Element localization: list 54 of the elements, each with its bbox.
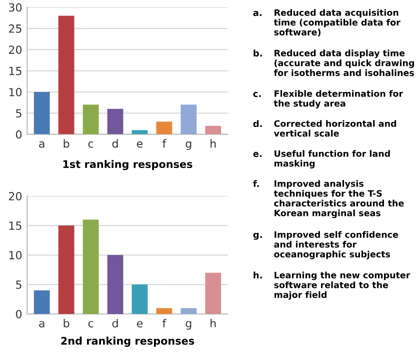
y-tick-label: 0 <box>16 310 22 318</box>
bar <box>180 308 197 314</box>
text: g. Improved self confidence and interests for oceanographic subjects <box>253 231 398 260</box>
y-tick-label: 25 <box>8 24 22 33</box>
bar <box>58 226 74 314</box>
y-tick-label: 10 <box>9 250 22 260</box>
bar <box>107 255 124 314</box>
x-tick-label: f <box>162 139 166 148</box>
x-tick-label: g <box>186 321 192 330</box>
text: h. Learning the new computer software related to the major field <box>254 272 410 300</box>
bar <box>82 220 99 314</box>
text: 2nd ranking responses <box>61 336 194 347</box>
x-tick-label: g <box>186 141 192 150</box>
y-tick-label: 5 <box>16 109 22 118</box>
x-tick-label: d <box>112 139 118 148</box>
text: a. Reduced data acquisition time (compatible data for software) <box>253 9 400 36</box>
bar <box>132 130 148 134</box>
text: 1st ranking responses <box>63 160 192 170</box>
text: f. Improved analysis techniques for the T-S characteristics around the Korean marginal seas <box>253 180 404 218</box>
y-tick-label: 10 <box>9 88 22 96</box>
text: c. Flexible determination for the study area <box>253 90 404 108</box>
x-tick-label: c <box>88 141 94 148</box>
y-tick-label: 15 <box>9 222 22 230</box>
bar <box>156 308 172 314</box>
y-tick-label: 0 <box>16 130 22 139</box>
x-tick-label: a <box>39 321 44 328</box>
bar <box>82 104 99 134</box>
bar <box>107 108 124 134</box>
y-tick-label: 20 <box>8 192 22 200</box>
text: e. Useful function for land masking <box>253 150 390 168</box>
y-tick-label: 5 <box>16 280 22 289</box>
x-tick-label: e <box>136 141 143 148</box>
y-tick-label: 30 <box>9 3 22 12</box>
text: b. Reduced data display time (accurate and quick drawing for isotherms and isohalines <box>254 50 414 76</box>
bar <box>132 284 148 314</box>
y-tick-label: 15 <box>9 66 22 76</box>
bar <box>205 272 222 314</box>
bar <box>58 16 74 134</box>
x-tick-label: d <box>112 318 118 328</box>
bar <box>180 104 197 134</box>
bar <box>156 122 172 134</box>
x-tick-label: h <box>210 318 216 328</box>
y-tick-label: 20 <box>8 46 22 54</box>
text: d. Corrected horizontal and vertical scale <box>253 120 396 137</box>
bar <box>34 290 50 314</box>
x-tick-label: h <box>210 139 216 148</box>
x-tick-label: e <box>136 321 143 328</box>
x-tick-label: f <box>162 318 166 328</box>
x-tick-label: c <box>88 321 94 328</box>
x-tick-label: b <box>64 139 70 148</box>
bar <box>34 92 50 134</box>
x-tick-label: b <box>64 318 70 328</box>
bar <box>205 126 222 134</box>
x-tick-label: a <box>39 141 44 148</box>
